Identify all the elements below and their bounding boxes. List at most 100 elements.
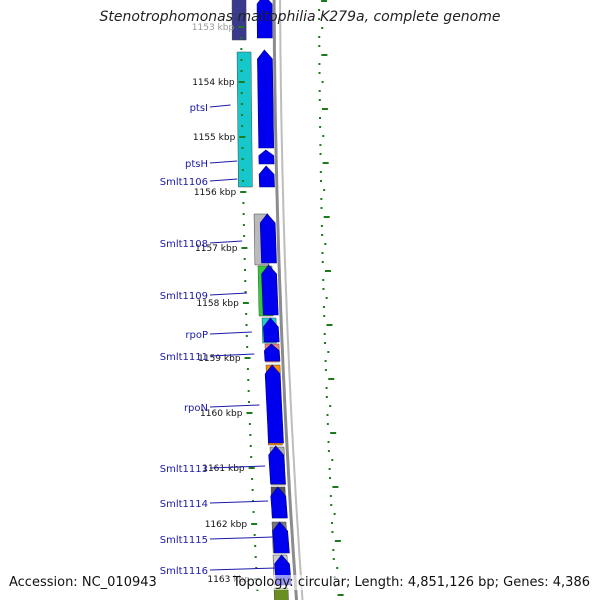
gc-dot (333, 513, 336, 515)
gc-dot (322, 162, 329, 164)
gene-label-smlt1116: Smlt1116 (160, 566, 208, 577)
gc-dot (321, 0, 328, 2)
minor-tick (251, 478, 254, 480)
gene-label-layer: ptsI ptsH Smlt1106 Smlt1108 Smlt1109 rpoP Smlt… (160, 103, 277, 577)
gc-dot (318, 9, 321, 11)
kbp-tick-mark (238, 81, 245, 83)
gene-label-smlt1115: Smlt1115 (160, 535, 208, 546)
gc-dot (332, 558, 335, 560)
gc-dot (329, 405, 332, 407)
gc-dot (319, 117, 322, 119)
accession-text: Accession: NC_010943 (9, 575, 157, 590)
gene-label-rpon: rpoN (184, 403, 208, 414)
minor-tick (247, 379, 250, 381)
minor-tick (243, 258, 246, 260)
gc-dot (320, 198, 323, 200)
minor-tick (245, 313, 248, 315)
minor-tick (244, 280, 247, 282)
map-title: Stenotrophomonas maltophilia K279a, comp… (99, 9, 501, 25)
gc-dot (322, 279, 325, 281)
minor-tick (243, 235, 246, 237)
gene-label-leader (209, 104, 231, 108)
gc-dot (329, 495, 332, 497)
gc-dot (322, 306, 325, 308)
minor-tick (240, 37, 243, 39)
gc-dot (326, 414, 329, 416)
gc-dot (331, 459, 334, 461)
gc-dot (327, 450, 330, 452)
gc-dot (331, 522, 334, 524)
gc-dot (321, 27, 324, 29)
gc-dot (318, 72, 321, 74)
gc-dot (324, 342, 327, 344)
minor-tick (241, 125, 244, 127)
gc-dot (328, 468, 331, 470)
gc-dot (321, 252, 324, 254)
gc-dot (328, 378, 335, 380)
length-label: Length: (354, 575, 404, 590)
gc-dot (319, 171, 322, 173)
backbone-layer (272, 0, 304, 600)
gc-dot (323, 216, 330, 218)
genome-info-text: Topology: circular; Length: 4,851,126 bp… (232, 575, 590, 590)
gc-dot (324, 270, 331, 272)
gc-dot (319, 153, 322, 155)
minor-tick (240, 48, 243, 50)
gc-dot (324, 360, 327, 362)
kbp-tick-mark (242, 302, 249, 304)
gene-arrow (256, 0, 273, 39)
gene-arrow (268, 445, 286, 485)
gene-label-ptsi: ptsI (190, 103, 208, 114)
kbp-tick-label: 1163 kbp (207, 575, 250, 585)
gc-dot (322, 288, 325, 290)
gene-arrow (263, 343, 281, 362)
gc-dot (327, 441, 330, 443)
gene-label-rpop: rpoP (185, 330, 208, 341)
minor-tick (252, 500, 255, 502)
minor-tick (242, 224, 245, 226)
gc-dot (336, 567, 339, 569)
gene-label-leader (209, 465, 266, 469)
kbp-tick-label: 1154 kbp (192, 78, 235, 88)
genes-label: Genes: (503, 575, 549, 590)
gc-dot (337, 594, 344, 596)
gene-label-leader (209, 178, 238, 182)
gc-dot (324, 243, 327, 245)
gene-label-leader (209, 536, 274, 540)
gc-dot (323, 189, 326, 191)
minor-tick (249, 445, 252, 447)
gene-label-leader (209, 331, 252, 335)
minor-tick (246, 346, 249, 348)
sep-2: ; (494, 575, 504, 590)
gc-dot (319, 180, 322, 182)
gene-arrow (259, 213, 277, 264)
gc-dot (326, 423, 329, 425)
kbp-tick-label: 1153 kbp (192, 23, 235, 33)
kbp-tick-mark (244, 357, 251, 359)
gene-label-smlt1111: Smlt1111 (160, 352, 208, 363)
minor-tick (255, 567, 258, 569)
feature-bar (231, 0, 247, 41)
minor-tick (247, 390, 250, 392)
kbp-tick-mark (241, 247, 248, 249)
accession-label: Accession: (9, 575, 78, 590)
gene-label-smlt1113: Smlt1113 (160, 464, 208, 475)
gc-dot (321, 54, 328, 56)
gene-label-smlt1106: Smlt1106 (160, 177, 208, 188)
gene-label-smlt1109: Smlt1109 (160, 291, 208, 302)
length-value: 4,851,126 bp (407, 575, 495, 590)
minor-tick (241, 147, 244, 149)
kbp-tick-label: 1156 kbp (194, 188, 237, 198)
backbone-line-inner (279, 0, 304, 600)
gc-dot (325, 297, 328, 299)
gc-dot (323, 315, 326, 317)
tick-layer: 1153 kbp 1154 kbp 1155 kbp 1156 kbp 1157 kbp… (192, 23, 260, 591)
minor-tick (241, 169, 244, 171)
kbp-tick-mark (246, 412, 253, 414)
gc-dot (334, 540, 341, 542)
gc-dot (327, 351, 330, 353)
kbp-tick-label: 1161 kbp (202, 464, 245, 474)
kbp-tick-mark (248, 467, 255, 469)
gc-dot (322, 135, 325, 137)
